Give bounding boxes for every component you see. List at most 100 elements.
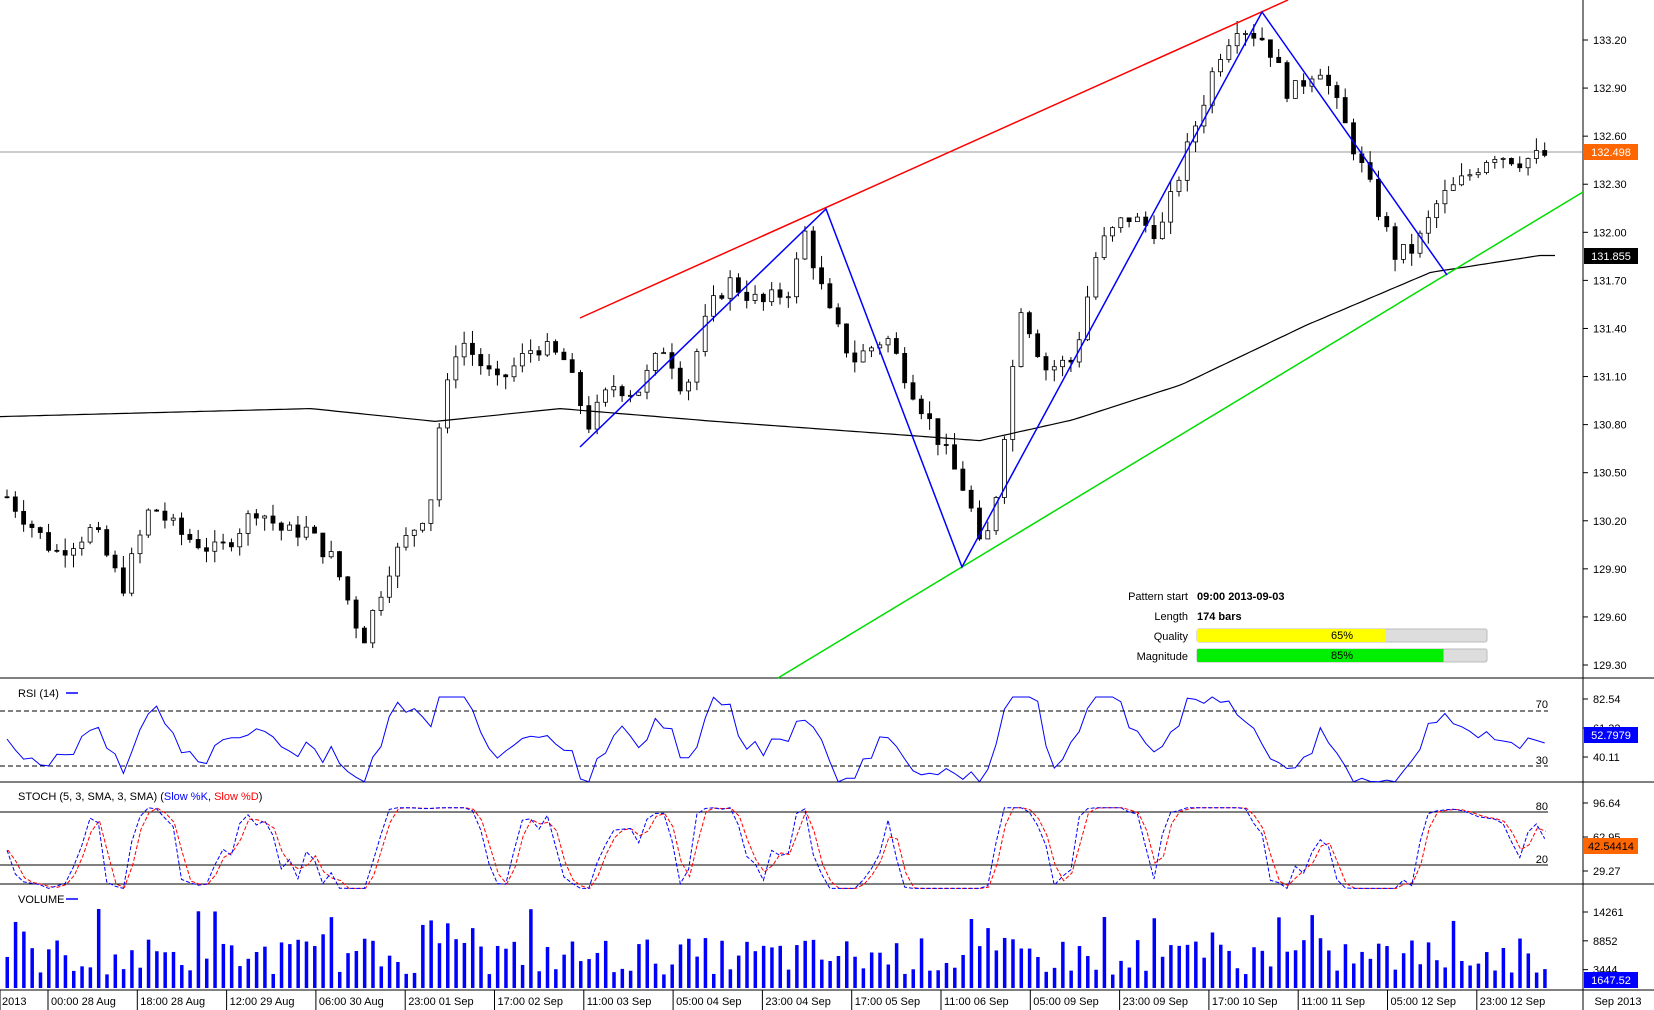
volume-bar [1426, 942, 1431, 988]
volume-bar [1318, 938, 1323, 988]
x-tick-label: 00:00 28 Aug [51, 996, 116, 1008]
volume-bar [1493, 970, 1497, 988]
volume-bar [213, 911, 217, 988]
candle-body [54, 549, 60, 552]
volume-bar [1119, 960, 1123, 988]
volume-bar [1144, 970, 1148, 988]
volume-bar [1027, 948, 1032, 988]
candle-body [1267, 39, 1273, 58]
volume-bar [603, 940, 608, 988]
x-tick-label: 17:00 05 Sep [855, 996, 920, 1008]
candle-body [29, 523, 35, 528]
x-tick-label: 05:00 04 Sep [676, 996, 741, 1008]
volume-bar [429, 920, 433, 988]
volume-bar [1343, 944, 1348, 988]
candle-body [1243, 33, 1248, 35]
volume-bar [1376, 943, 1381, 988]
rsi-level-70-label: 70 [1536, 699, 1548, 711]
volume-bar [55, 940, 59, 988]
candle-body [245, 513, 251, 534]
candle-body [827, 283, 833, 309]
volume-bar [1526, 953, 1531, 988]
candle-body [902, 352, 908, 384]
volume-bar [878, 952, 882, 988]
candle-body [1159, 221, 1165, 240]
x-tick-label: 06:00 30 Aug [319, 996, 384, 1008]
volume-bar [620, 968, 625, 988]
volume-bar [736, 955, 741, 988]
volume-bar [745, 941, 749, 988]
candle-body [619, 386, 625, 397]
volume-bar [595, 952, 600, 988]
candle-body [154, 509, 160, 512]
volume-bar [171, 951, 176, 988]
candle-body [411, 529, 417, 536]
candle-body [204, 547, 209, 552]
pattern-zigzag [579, 10, 1448, 569]
volume-bar [1368, 958, 1373, 988]
volume-bar [886, 964, 891, 988]
volume-bar [421, 924, 425, 988]
candle-body [553, 341, 558, 353]
candle-body [1334, 85, 1340, 98]
ma-value-label: 131.855 [1584, 248, 1638, 264]
candle-body [1168, 191, 1174, 223]
candle-body [910, 382, 916, 400]
candle-body [1292, 80, 1298, 99]
candle-body [744, 291, 750, 301]
candle-body [1301, 80, 1307, 87]
candle-body [303, 526, 309, 538]
volume-bar [1518, 938, 1522, 988]
current-price-label: 132.498 [1584, 144, 1638, 160]
candle-body [328, 551, 334, 558]
volume-bar [138, 967, 142, 988]
candle-body [1035, 333, 1041, 357]
volume-bar [88, 967, 93, 988]
stoch-current-label: 42.54414 [1584, 838, 1638, 854]
volume-bar [462, 942, 467, 988]
volume-bar [1019, 948, 1024, 988]
volume-bar [346, 953, 350, 988]
price-tick-label: 130.80 [1593, 420, 1627, 432]
candle-body [985, 530, 991, 540]
candle-body [1367, 162, 1373, 180]
time-x-axis: 2013 00:00 28 Aug 18:00 28 Aug 12:00 29 Aug… [0, 990, 1545, 1010]
candle-body [378, 596, 384, 611]
candle-body [461, 342, 467, 358]
candle-body [1234, 33, 1240, 47]
volume-bar [487, 974, 492, 988]
volume-bar [1152, 918, 1157, 988]
price-tick-label: 130.20 [1593, 516, 1627, 528]
price-tick-label: 133.20 [1593, 35, 1627, 47]
candle-body [195, 539, 201, 549]
candle-body [1450, 184, 1456, 191]
magnitude-label: Magnitude [1137, 651, 1188, 663]
volume-bar [1202, 957, 1206, 988]
candle-body [1101, 235, 1107, 258]
candle-body [4, 496, 10, 499]
volume-bar [828, 961, 832, 988]
volume-bar [446, 923, 450, 988]
candle-body [170, 517, 176, 521]
candle-body [711, 295, 716, 317]
volume-bar [977, 946, 982, 988]
volume-bar [13, 921, 18, 988]
volume-bar [379, 966, 384, 988]
magnitude-bar-fill [1197, 649, 1444, 662]
candle-body [370, 610, 376, 644]
volume-bar [894, 943, 899, 988]
volume-bar [1335, 970, 1339, 988]
candle-body [1517, 163, 1523, 169]
candle-body [960, 468, 966, 491]
candle-body [852, 352, 858, 363]
candle-body [87, 527, 93, 543]
volume-bar [662, 974, 666, 988]
volume-bar [304, 941, 309, 988]
candle-body [445, 379, 450, 429]
candle-body [12, 496, 18, 512]
stoch-tick-label: 96.64 [1593, 798, 1621, 810]
volume-bar [1110, 974, 1115, 988]
volume-bar [562, 954, 566, 988]
candle-body [71, 548, 76, 556]
candle-body [503, 374, 509, 378]
